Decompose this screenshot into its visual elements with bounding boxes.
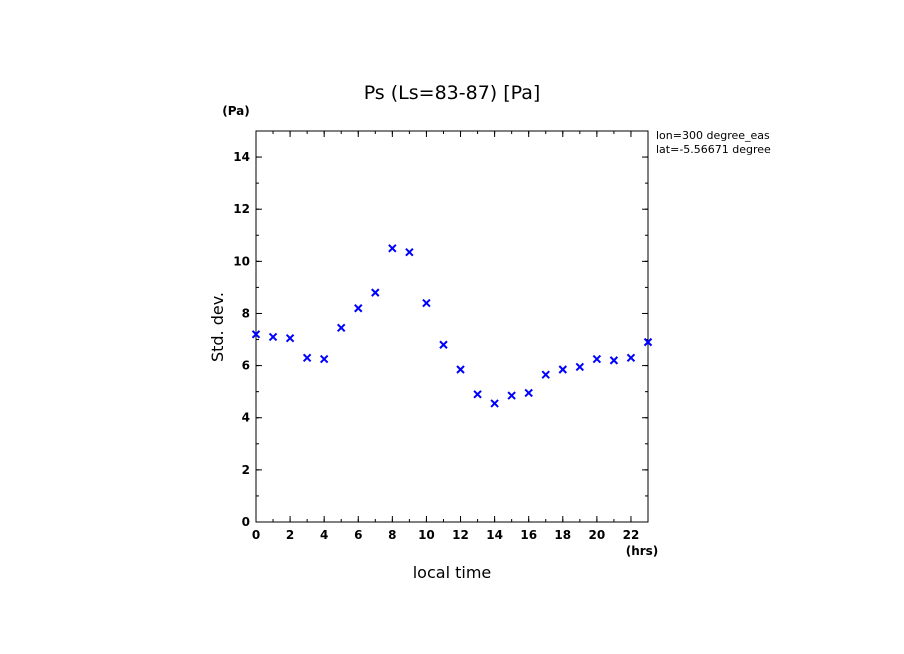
y-axis-label: Std. dev.	[208, 292, 227, 362]
data-point	[439, 340, 448, 349]
data-point	[643, 337, 653, 347]
x-tick-label: 4	[320, 528, 328, 542]
x-axis-label: local time	[413, 563, 492, 582]
tick-layer: 0 2 4 6 8 10 12 14 16 18 20 22 0 2 4 6 8 10 12 14	[233, 130, 649, 542]
y-unit-label: (Pa)	[222, 104, 250, 118]
x-tick-label: 18	[554, 528, 571, 542]
data-point	[422, 298, 431, 308]
x-tick-label: 16	[520, 528, 537, 542]
x-tick-label: 20	[589, 528, 606, 542]
data-point	[507, 391, 516, 400]
x-tick-label: 14	[486, 528, 503, 542]
data-point	[319, 354, 329, 364]
data-point	[337, 323, 346, 333]
data-layer	[251, 244, 653, 408]
annotation-lon: lon=300 degree_eas	[656, 129, 770, 142]
y-tick-label: 10	[233, 254, 250, 268]
data-point	[268, 332, 278, 342]
y-tick-label: 0	[242, 515, 250, 529]
data-point	[405, 248, 414, 257]
y-tick-label: 14	[233, 150, 250, 164]
x-unit-label: (hrs)	[626, 544, 659, 558]
annotation-lat: lat=-5.56671 degree	[656, 143, 771, 156]
data-point	[285, 334, 295, 343]
data-point	[524, 388, 533, 398]
data-point	[388, 244, 397, 253]
data-point	[473, 390, 482, 399]
data-point	[609, 356, 619, 365]
x-tick-label: 8	[388, 528, 396, 542]
data-point	[456, 365, 465, 374]
chart-title: Ps (Ls=83-87) [Pa]	[364, 82, 541, 104]
x-tick-label: 12	[452, 528, 469, 542]
data-point	[541, 370, 550, 379]
data-point	[575, 362, 585, 372]
y-tick-label: 4	[242, 411, 250, 425]
x-tick-label: 0	[252, 528, 260, 542]
data-point	[592, 354, 602, 364]
y-tick-label: 12	[233, 202, 250, 216]
x-tick-label: 10	[418, 528, 435, 542]
x-tick-label: 2	[286, 528, 294, 542]
y-tick-label: 6	[242, 359, 250, 373]
data-point	[626, 353, 636, 362]
x-tick-label: 22	[623, 528, 640, 542]
data-point	[490, 399, 499, 408]
data-point	[558, 365, 567, 374]
data-point	[251, 330, 261, 339]
data-point	[354, 304, 363, 313]
y-tick-label: 2	[242, 463, 250, 477]
plot-frame	[255, 130, 649, 523]
x-tick-label: 6	[354, 528, 362, 542]
y-tick-label: 8	[242, 306, 250, 320]
data-point	[302, 353, 312, 362]
data-point	[371, 288, 380, 297]
